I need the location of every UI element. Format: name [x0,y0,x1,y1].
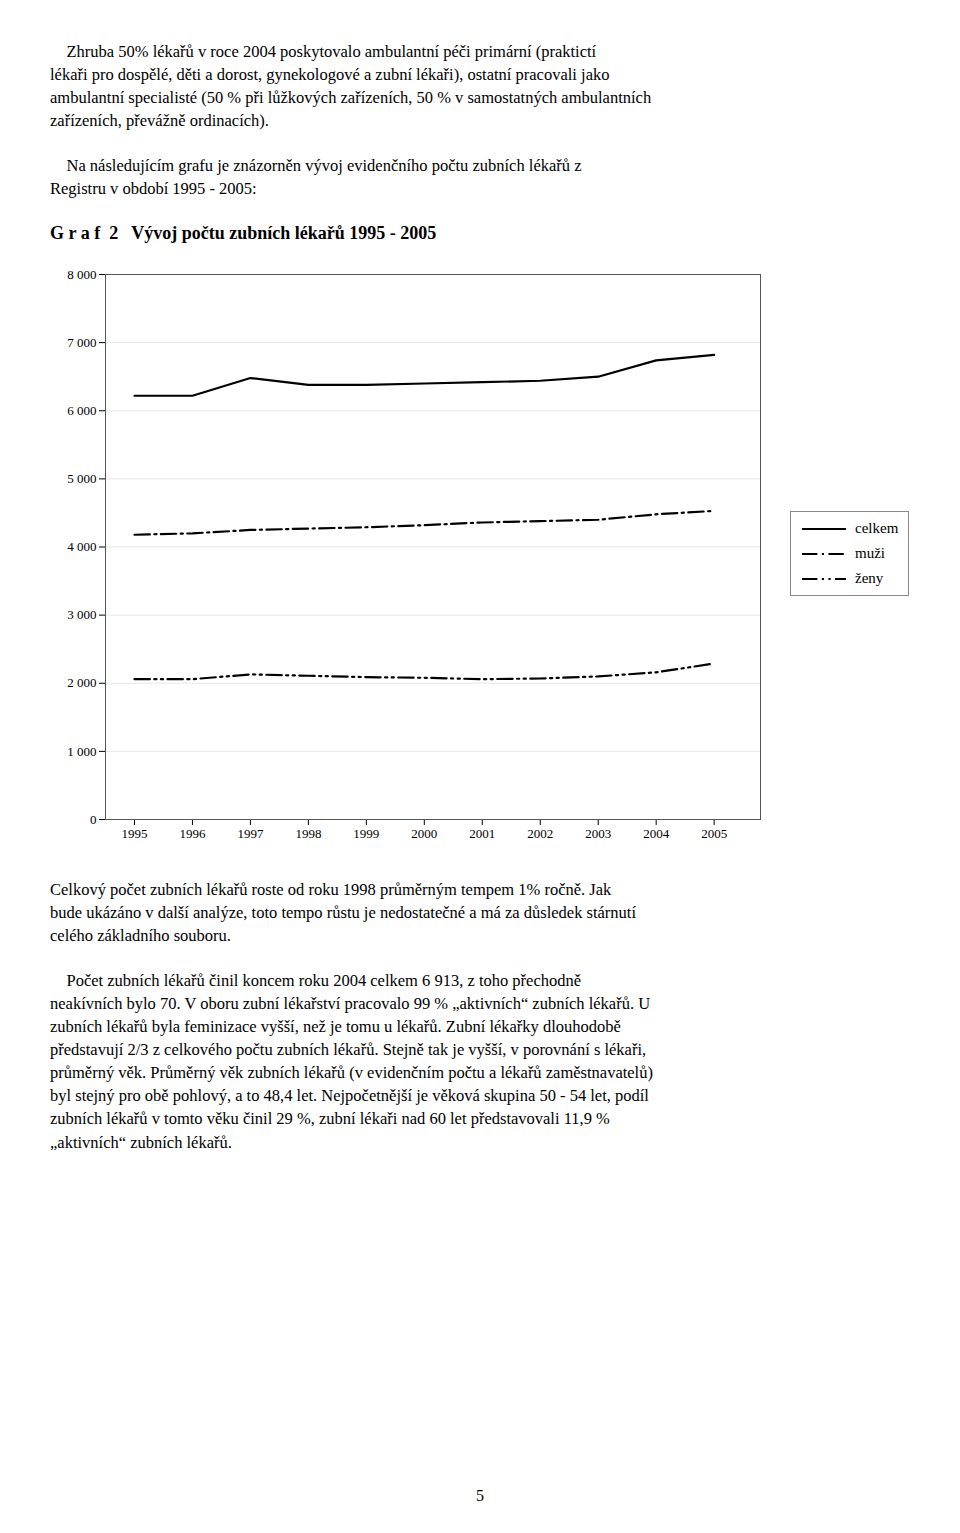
html-text:Zhruba 50% lékařů v roce 2004: Zhruba 50% lékařů v roce 2004 poskytoval… [50,42,652,131]
svg-text:8 000: 8 000 [67,266,96,281]
svg-text:3 000: 3 000 [67,607,96,622]
svg-text:1996: 1996 [179,825,206,840]
html-text:muži: muži [855,545,885,562]
html-text:ženy: ženy [855,570,884,587]
svg-text:1 000: 1 000 [67,743,96,758]
svg-text:6 000: 6 000 [67,402,96,417]
svg-text:2002: 2002 [527,825,553,840]
svg-text:1999: 1999 [353,825,379,840]
svg-text:0: 0 [90,811,97,826]
svg-text:2 000: 2 000 [67,675,96,690]
svg-text:1995: 1995 [121,825,147,840]
html-text:Celkový počet zubních lékařů r: Celkový počet zubních lékařů roste od ro… [50,879,636,945]
html-text:Počet zubních lékařů činil kon: Počet zubních lékařů činil koncem roku 2… [50,970,653,1152]
svg-text:2003: 2003 [585,825,611,840]
svg-text:5 000: 5 000 [67,471,96,486]
svg-text:2000: 2000 [411,825,437,840]
svg-text:1997: 1997 [237,825,264,840]
svg-text:4 000: 4 000 [67,539,96,554]
svg-text:2004: 2004 [643,825,670,840]
html-text:celkem: celkem [855,520,899,537]
html-text:Na následujícím grafu je znázo: Na následujícím grafu je znázorněn vývoj… [50,156,582,199]
svg-text:1998: 1998 [295,825,321,840]
html-text:5: 5 [476,1487,484,1504]
svg-text:7 000: 7 000 [67,334,96,349]
svg-text:2001: 2001 [469,825,495,840]
svg-text:2005: 2005 [701,825,727,840]
html-text:G r a f 2 Vývoj počtu zubních: G r a f 2 Vývoj počtu zubních lékařů 199… [50,222,437,243]
